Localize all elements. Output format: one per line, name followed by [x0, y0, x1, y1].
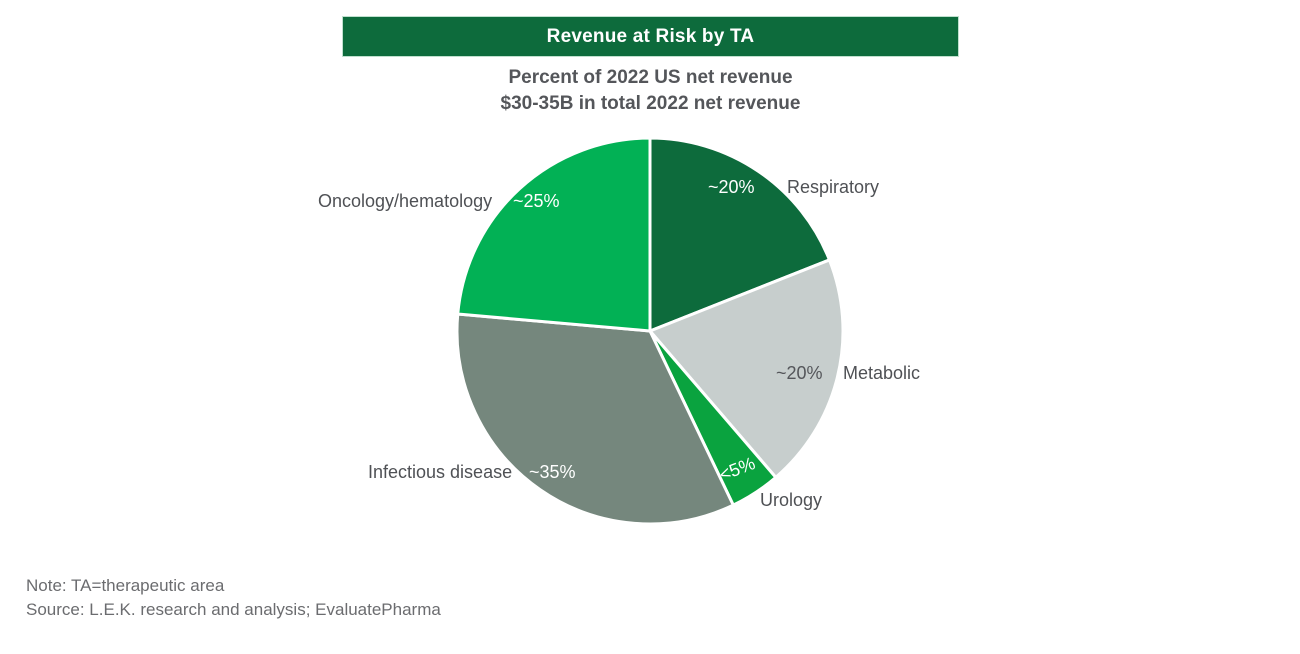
slice-value-oncology-hematology: ~25% [513, 191, 560, 211]
source-line: Source: L.E.K. research and analysis; Ev… [26, 600, 441, 619]
pie-slice-respiratory [648, 136, 831, 333]
chart-title: Revenue at Risk by TA [546, 25, 755, 47]
slice-label-urology: Urology [760, 490, 823, 510]
chart-title-bar: Revenue at Risk by TA [342, 16, 959, 57]
slice-label-respiratory: Respiratory [787, 177, 880, 197]
subtitle-line-2: $30-35B in total 2022 net revenue [500, 93, 801, 114]
slice-value-metabolic: ~20% [776, 363, 823, 383]
slice-label-oncology-hematology: Oncology/hematology [318, 191, 493, 211]
pie-chart [455, 136, 845, 526]
footnotes: Note: TA=therapeutic area Source: L.E.K.… [26, 574, 441, 622]
pie-slice-metabolic [648, 258, 845, 479]
pie-slice-infectious-disease [455, 312, 735, 526]
slice-value-respiratory: ~20% [708, 177, 755, 197]
chart-subtitle: Percent of 2022 US net revenue $30-35B i… [342, 65, 959, 117]
pie-slice-oncology-hematology [456, 136, 652, 333]
slice-value-infectious-disease: ~35% [529, 462, 576, 482]
slice-label-metabolic: Metabolic [843, 363, 921, 383]
slice-label-infectious-disease: Infectious disease [368, 462, 513, 482]
note-line: Note: TA=therapeutic area [26, 576, 225, 595]
subtitle-line-1: Percent of 2022 US net revenue [508, 67, 793, 88]
